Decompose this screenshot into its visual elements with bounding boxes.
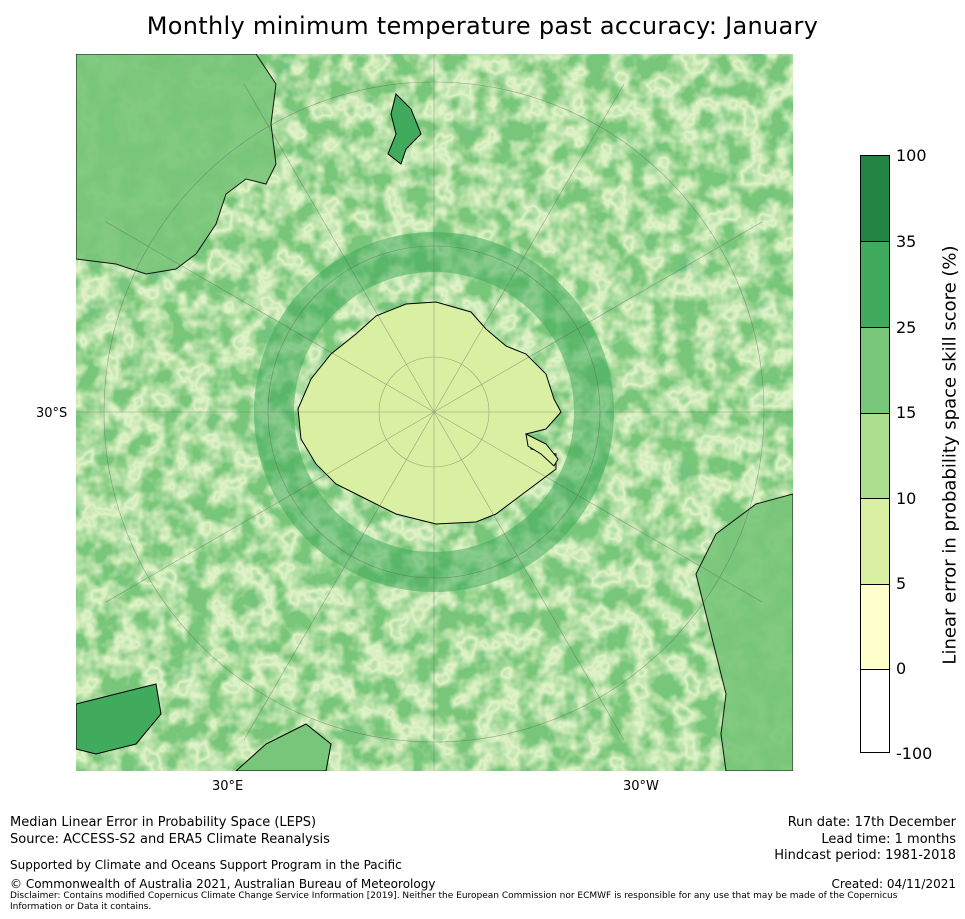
new-zealand-land [387,93,422,165]
map-canvas [76,54,793,771]
footer-copyright: © Commonwealth of Australia 2021, Austra… [10,877,436,891]
antarctic-peninsula [525,433,559,467]
colorbar-tick-5: 5 [896,574,907,593]
colorbar-tick-0: 0 [896,659,907,678]
colorbar-bin-25-35 [860,241,890,328]
skill-map [76,54,793,771]
colorbar-bin-neg100-0 [860,669,890,753]
antarctica-land [297,301,562,525]
lat-label-30s: 30°S [36,406,68,421]
colorbar-bin-0-5 [860,584,890,670]
footer-lead-time: Lead time: 1 months [821,832,956,847]
colorbar-tick-10: 10 [896,489,917,508]
footer-run-date: Run date: 17th December [787,815,956,830]
madagascar-land [235,723,332,771]
colorbar-tick-35: 35 [896,232,917,251]
footer-disclaimer: Disclaimer: Contains modified Copernicus… [10,891,898,912]
footer-created: Created: 04/11/2021 [831,877,956,891]
footer-supported: Supported by Climate and Oceans Support … [10,858,402,872]
lon-label-30e: 30°E [212,779,244,794]
lon-label-30w: 30°W [623,779,659,794]
graticule [76,54,793,771]
colorbar-title: Linear error in probability space skill … [939,245,961,665]
footer-hindcast: Hindcast period: 1981-2018 [774,848,956,863]
africa-land [76,683,162,755]
colorbar-bin-15-25 [860,327,890,414]
colorbar-tick-100: 100 [896,146,927,165]
australia-land [76,54,277,275]
colorbar-bin-10-15 [860,413,890,499]
chart-title: Monthly minimum temperature past accurac… [146,12,819,40]
colorbar-bin-5-10 [860,498,890,585]
colorbar-tick-neg100: -100 [896,744,933,763]
colorbar [860,155,890,753]
footer-source: Source: ACCESS-S2 and ERA5 Climate Reana… [10,832,330,847]
colorbar-tick-25: 25 [896,318,917,337]
colorbar-bin-35-100 [860,155,890,242]
footer-leps: Median Linear Error in Probability Space… [10,815,317,830]
south-america-land [695,493,793,771]
colorbar-tick-15: 15 [896,403,917,422]
